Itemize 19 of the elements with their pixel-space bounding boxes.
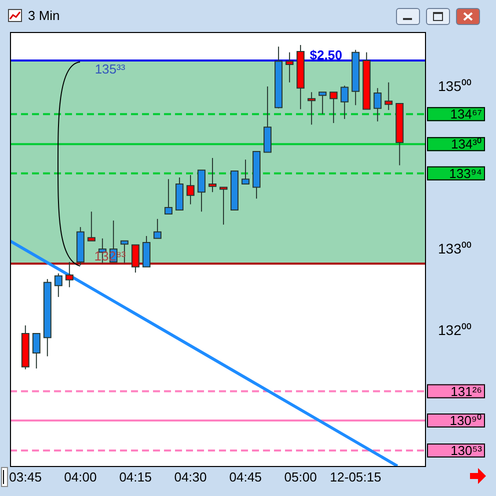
ref-line-label: 134³⁰ [450,136,482,152]
x-tick-label: 12-05:15 [330,469,382,484]
x-tick-label: 04:45 [229,469,262,484]
ref-line-label: 130⁵³ [450,443,483,458]
x-tick-label: 05:00 [284,469,317,484]
y-tick-label: 133⁰⁰ [438,240,472,257]
y-tick-label: 132⁰⁰ [438,322,472,338]
x-tick-label: 04:30 [174,469,207,484]
ref-line-label: 133⁹⁴ [449,166,482,181]
annotation: 135³³ [94,62,126,77]
x-tick-label: 04:15 [119,469,152,484]
x-tick-label: 04:00 [64,469,97,484]
ref-line-label: 130⁹⁰ [450,413,482,428]
annotation: $2.50 [310,48,342,63]
ref-line-label: 134⁶⁷ [450,106,482,122]
y-tick-label: 135⁰⁰ [438,78,472,94]
ref-line-label: 131²⁶ [450,384,482,399]
x-tick-label: 03:45 [9,469,42,484]
chart-title: 3 Min [28,8,60,23]
